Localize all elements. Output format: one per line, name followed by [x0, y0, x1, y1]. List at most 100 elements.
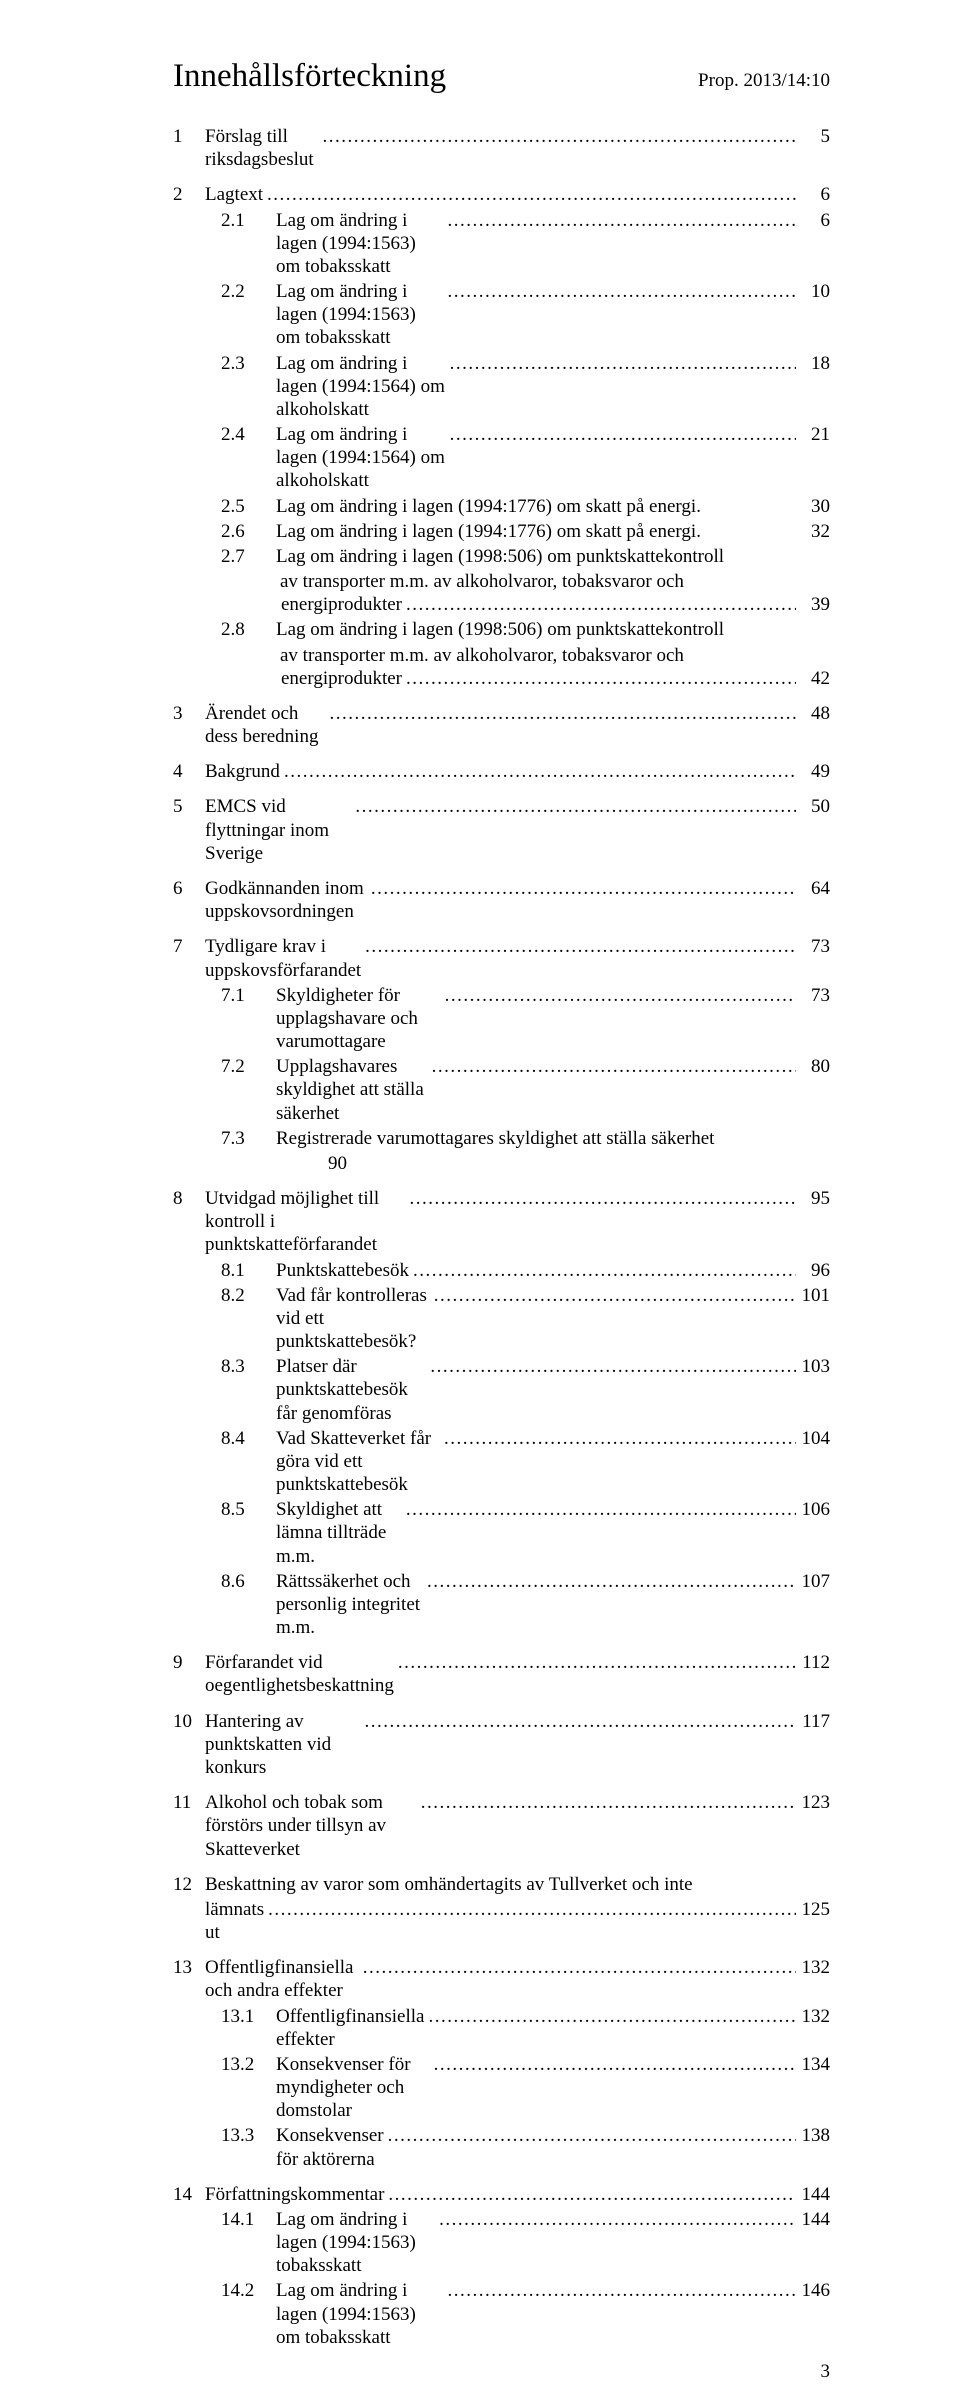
toc-page: 5 [796, 125, 830, 148]
toc-entry: 13Offentligfinansiella och andra effekte… [173, 1956, 830, 2002]
toc-entry: 2Lagtext6 [173, 183, 830, 206]
toc-entry: 6Godkännanden inom uppskovsordningen64 [173, 877, 830, 923]
toc-page: 39 [796, 593, 830, 616]
toc-label: Lag om ändring i lagen (1994:1776) om sk… [276, 520, 701, 543]
toc-leader [351, 795, 796, 818]
toc-leader [423, 1570, 796, 1593]
toc-section: 9Förfarandet vid oegentlighetsbeskattnin… [173, 1651, 830, 1697]
toc-label: Offentligfinansiella effekter [276, 2005, 424, 2051]
toc-leader [440, 1427, 796, 1450]
toc-label-continuation: lämnats ut125 [173, 1898, 830, 1944]
toc-page: 117 [796, 1710, 830, 1733]
toc-subsection: 8.2Vad får kontrolleras vid ett punktska… [173, 1284, 830, 1354]
toc-page: 30 [796, 495, 830, 518]
toc-label-continuation: energiprodukter42 [173, 667, 830, 690]
toc-page: 104 [796, 1427, 830, 1450]
toc-number: 2 [173, 183, 205, 206]
toc-entry: 11Alkohol och tobak som förstörs under t… [173, 1791, 830, 1861]
toc-number: 5 [173, 795, 205, 818]
toc-leader [430, 2053, 796, 2076]
toc-section: 10Hantering av punktskatten vid konkurs1… [173, 1710, 830, 1780]
toc-label: Lag om ändring i lagen (1994:1563) om to… [276, 209, 444, 279]
toc-label: Offentligfinansiella och andra effekter [205, 1956, 359, 2002]
toc-label: Ärendet och dess beredning [205, 702, 325, 748]
toc-subsection: 13.3Konsekvenser för aktörerna138 [173, 2124, 830, 2170]
toc-page: 73 [796, 935, 830, 958]
toc-entry: 8.2Vad får kontrolleras vid ett punktska… [173, 1284, 830, 1354]
toc-entry: 8Utvidgad möjlighet till kontroll i punk… [173, 1187, 830, 1257]
toc-section: 1Förslag till riksdagsbeslut5 [173, 125, 830, 171]
toc-leader [394, 1651, 796, 1674]
toc-leader [367, 877, 796, 900]
toc-leader [435, 2208, 796, 2231]
toc-number: 8.3 [221, 1355, 276, 1378]
toc-page: 138 [796, 2124, 830, 2147]
toc-label: Alkohol och tobak som förstörs under til… [205, 1791, 417, 1861]
toc-entry: 2.2Lag om ändring i lagen (1994:1563) om… [173, 280, 830, 350]
toc-label: Godkännanden inom uppskovsordningen [205, 877, 367, 923]
toc-number: 8.2 [221, 1284, 276, 1307]
toc-leader [405, 1187, 796, 1210]
toc-entry: 12Beskattning av varor som omhändertagit… [173, 1873, 830, 1896]
toc-entry: 2.3Lag om ändring i lagen (1994:1564) om… [173, 352, 830, 422]
toc-subsection: 14.2Lag om ändring i lagen (1994:1563) o… [173, 2279, 830, 2349]
toc-label: Lag om ändring i lagen (1994:1564) om al… [276, 423, 446, 493]
toc-number: 9 [173, 1651, 205, 1674]
toc-number: 7.1 [221, 984, 276, 1007]
toc-entry: 3Ärendet och dess beredning48 [173, 702, 830, 748]
toc-leader [409, 1259, 796, 1282]
toc-subsection: 13.2Konsekvenser för myndigheter och dom… [173, 2053, 830, 2123]
toc-number: 13.2 [221, 2053, 276, 2076]
toc-number: 6 [173, 877, 205, 900]
toc-entry: 2.6Lag om ändring i lagen (1994:1776) om… [173, 520, 830, 543]
toc-label: Utvidgad möjlighet till kontroll i punkt… [205, 1187, 405, 1257]
toc-subsection: 13.1Offentligfinansiella effekter132 [173, 2005, 830, 2051]
toc-label: energiprodukter [281, 667, 402, 690]
toc-label: Skyldighet att lämna tillträde m.m. [276, 1498, 402, 1568]
toc-section: 3Ärendet och dess beredning48 [173, 702, 830, 748]
toc-page: 146 [796, 2279, 830, 2302]
toc-leader [444, 209, 796, 232]
toc-entry: 7.3Registrerade varumottagares skyldighe… [173, 1127, 830, 1150]
toc-subsection: 8.4Vad Skatteverket får göra vid ett pun… [173, 1427, 830, 1497]
toc-entry: 9Förfarandet vid oegentlighetsbeskattnin… [173, 1651, 830, 1697]
toc-section: 14Författningskommentar14414.1Lag om änd… [173, 2183, 830, 2349]
toc-page: 6 [796, 183, 830, 206]
toc-label: Lag om ändring i lagen (1994:1563) om to… [276, 2279, 444, 2349]
toc-label: av transporter m.m. av alkoholvaror, tob… [280, 570, 684, 593]
toc-label: Lag om ändring i lagen (1994:1563) om to… [276, 280, 444, 350]
toc-leader [384, 2183, 796, 2206]
toc-leader [360, 1710, 796, 1733]
toc-entry: 8.3Platser där punktskattebesök får geno… [173, 1355, 830, 1425]
toc-subsection: 2.6Lag om ändring i lagen (1994:1776) om… [173, 520, 830, 543]
toc-label: energiprodukter [281, 593, 402, 616]
toc-subsection: 2.8Lag om ändring i lagen (1998:506) om … [173, 618, 830, 690]
toc-number: 14.2 [221, 2279, 276, 2302]
toc-title: Innehållsförteckning [173, 58, 446, 95]
toc-label: Konsekvenser för myndigheter och domstol… [276, 2053, 430, 2123]
toc-entry: 8.5Skyldighet att lämna tillträde m.m.10… [173, 1498, 830, 1568]
toc-page: 10 [796, 280, 830, 303]
toc-leader [430, 1284, 796, 1307]
toc-label: 90 [280, 1152, 347, 1175]
toc-entry: 14.1Lag om ändring i lagen (1994:1563) t… [173, 2208, 830, 2278]
toc-entry: 13.3Konsekvenser för aktörerna138 [173, 2124, 830, 2170]
toc-number: 8 [173, 1187, 205, 1210]
toc-leader [446, 352, 796, 375]
toc-entry: 2.4Lag om ändring i lagen (1994:1564) om… [173, 423, 830, 493]
toc-label: Skyldigheter för upplagshavare och varum… [276, 984, 441, 1054]
toc-label: Punktskattebesök [276, 1259, 409, 1282]
toc-number: 7 [173, 935, 205, 958]
toc-label: Bakgrund [205, 760, 280, 783]
toc-number: 2.1 [221, 209, 276, 232]
toc-leader [417, 1791, 796, 1814]
toc-entry: 13.1Offentligfinansiella effekter132 [173, 2005, 830, 2051]
toc-number: 7.2 [221, 1055, 276, 1078]
toc-number: 2.4 [221, 423, 276, 446]
toc-leader [444, 2279, 796, 2302]
toc-page: 101 [796, 1284, 830, 1307]
toc-page: 21 [796, 423, 830, 446]
proposal-reference: Prop. 2013/14:10 [698, 70, 830, 92]
toc-entry: 13.2Konsekvenser för myndigheter och dom… [173, 2053, 830, 2123]
toc-number: 14.1 [221, 2208, 276, 2231]
